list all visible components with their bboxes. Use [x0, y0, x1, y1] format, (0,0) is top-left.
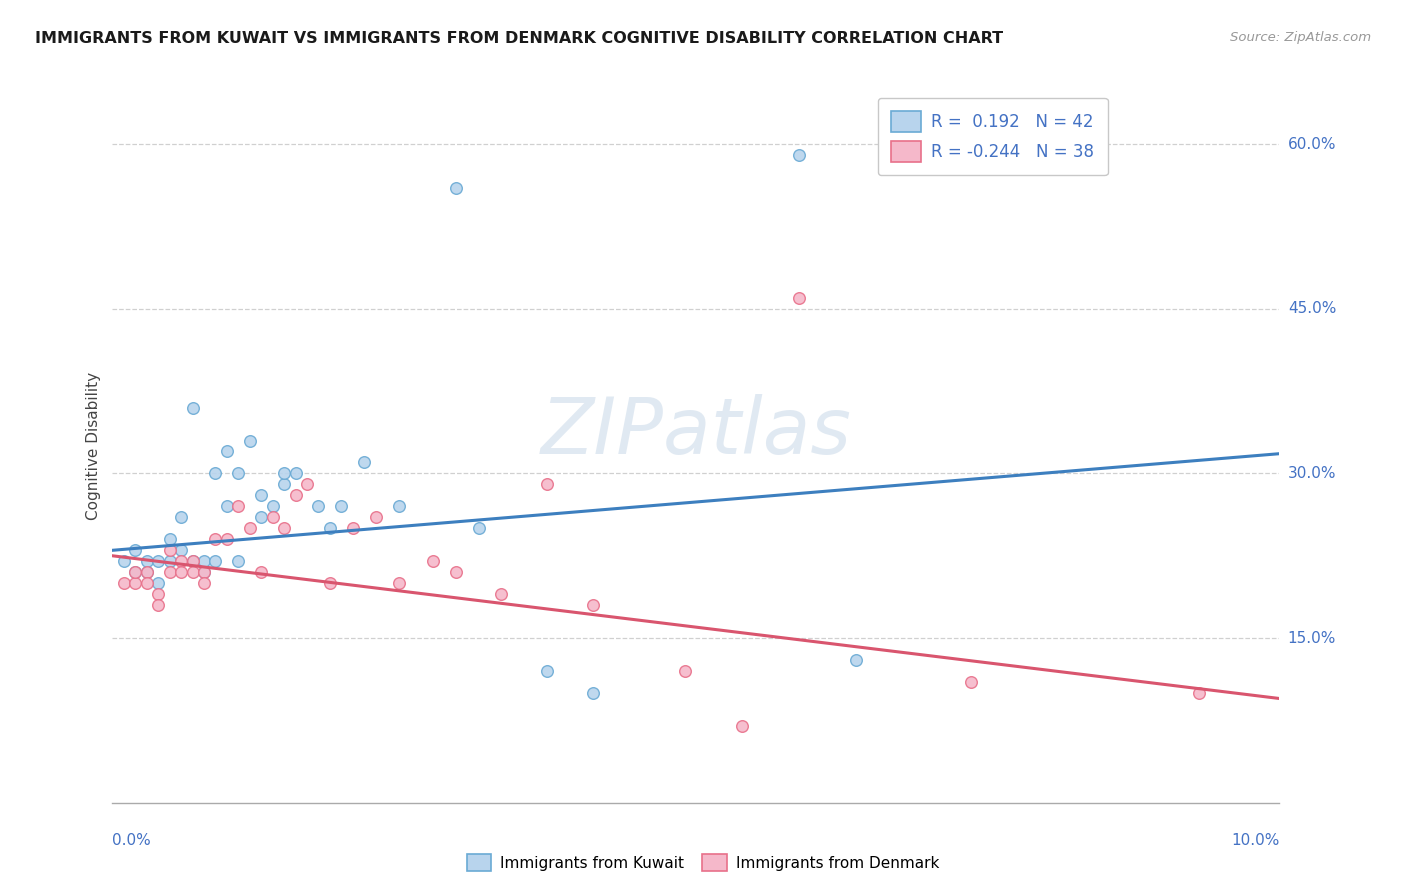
Point [731, 719, 754, 733]
Point [181, 554, 204, 568]
Point [135, 576, 157, 591]
Point [273, 467, 295, 481]
Point [444, 181, 467, 195]
Point [284, 467, 307, 481]
Point [135, 566, 157, 580]
Point [295, 477, 318, 491]
Point [204, 467, 226, 481]
Text: 0.0%: 0.0% [112, 833, 152, 848]
Point [215, 533, 238, 547]
Text: 30.0%: 30.0% [1288, 466, 1336, 481]
Point [284, 488, 307, 502]
Point [959, 675, 981, 690]
Point [387, 576, 409, 591]
Point [250, 510, 273, 524]
Point [582, 686, 605, 700]
Point [159, 533, 181, 547]
Point [124, 543, 146, 558]
Point [204, 554, 226, 568]
Point [364, 510, 387, 524]
Point [228, 467, 250, 481]
Point [148, 587, 170, 601]
Point [319, 521, 342, 535]
Point [124, 576, 146, 591]
Point [250, 566, 273, 580]
Point [170, 510, 193, 524]
Point [170, 566, 193, 580]
Point [387, 500, 409, 514]
Text: 10.0%: 10.0% [1232, 833, 1279, 848]
Point [148, 576, 170, 591]
Point [170, 554, 193, 568]
Text: 60.0%: 60.0% [1288, 136, 1336, 152]
Point [787, 291, 810, 305]
Point [330, 500, 353, 514]
Point [215, 444, 238, 458]
Point [193, 576, 215, 591]
Point [536, 477, 558, 491]
Point [193, 566, 215, 580]
Point [204, 533, 226, 547]
Point [228, 500, 250, 514]
Point [273, 477, 295, 491]
Point [112, 554, 135, 568]
Point [536, 664, 558, 678]
Point [342, 521, 364, 535]
Point [444, 566, 467, 580]
Point [193, 566, 215, 580]
Point [491, 587, 513, 601]
Text: Source: ZipAtlas.com: Source: ZipAtlas.com [1230, 31, 1371, 45]
Point [148, 598, 170, 612]
Point [181, 401, 204, 415]
Text: 15.0%: 15.0% [1288, 631, 1336, 646]
Point [239, 434, 262, 448]
Point [353, 455, 375, 469]
Text: IMMIGRANTS FROM KUWAIT VS IMMIGRANTS FROM DENMARK COGNITIVE DISABILITY CORRELATI: IMMIGRANTS FROM KUWAIT VS IMMIGRANTS FRO… [35, 31, 1004, 46]
Point [135, 554, 157, 568]
Point [845, 653, 868, 667]
Point [159, 554, 181, 568]
Point [112, 576, 135, 591]
Point [135, 566, 157, 580]
Point [1188, 686, 1211, 700]
Point [262, 510, 284, 524]
Point [673, 664, 696, 678]
Point [181, 566, 204, 580]
Text: ZIPatlas: ZIPatlas [540, 393, 852, 470]
Point [787, 148, 810, 162]
Point [228, 554, 250, 568]
Legend: R =  0.192   N = 42, R = -0.244   N = 38: R = 0.192 N = 42, R = -0.244 N = 38 [879, 97, 1108, 176]
Point [148, 554, 170, 568]
Point [273, 521, 295, 535]
Y-axis label: Cognitive Disability: Cognitive Disability [86, 372, 101, 520]
Text: 45.0%: 45.0% [1288, 301, 1336, 317]
Point [193, 554, 215, 568]
Point [582, 598, 605, 612]
Point [170, 543, 193, 558]
Point [159, 543, 181, 558]
Point [181, 554, 204, 568]
Point [124, 566, 146, 580]
Point [159, 566, 181, 580]
Point [307, 500, 329, 514]
Point [422, 554, 444, 568]
Legend: Immigrants from Kuwait, Immigrants from Denmark: Immigrants from Kuwait, Immigrants from … [460, 848, 946, 877]
Point [467, 521, 489, 535]
Point [239, 521, 262, 535]
Point [250, 488, 273, 502]
Point [215, 500, 238, 514]
Point [262, 500, 284, 514]
Point [319, 576, 342, 591]
Point [124, 566, 146, 580]
